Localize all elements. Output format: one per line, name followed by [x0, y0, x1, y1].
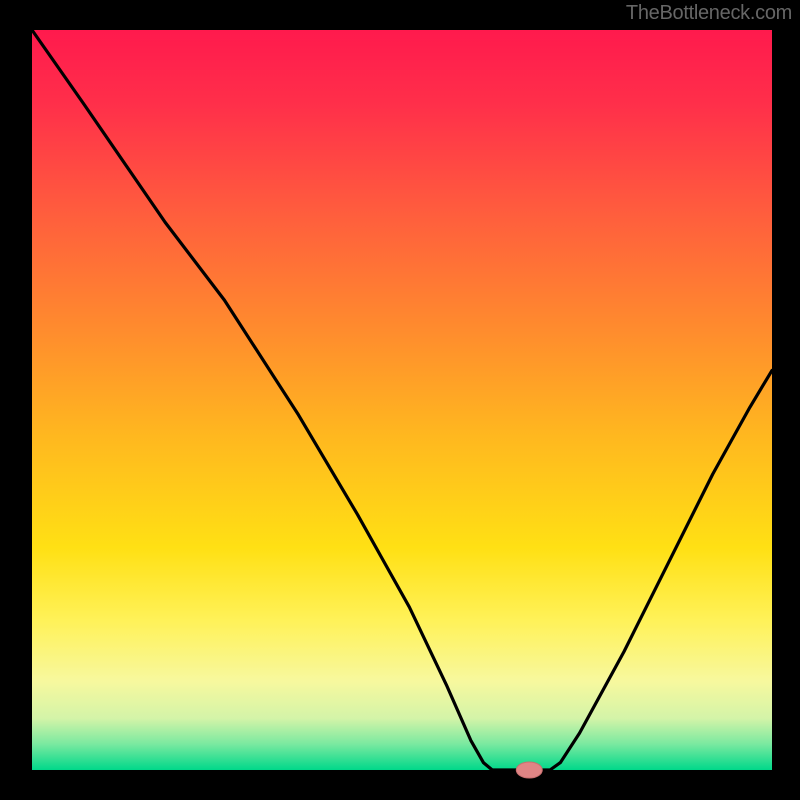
optimal-marker	[516, 762, 542, 778]
watermark-text: TheBottleneck.com	[626, 2, 792, 25]
plot-area	[32, 30, 772, 770]
bottleneck-chart	[0, 0, 800, 800]
chart-container: TheBottleneck.com	[0, 0, 800, 800]
